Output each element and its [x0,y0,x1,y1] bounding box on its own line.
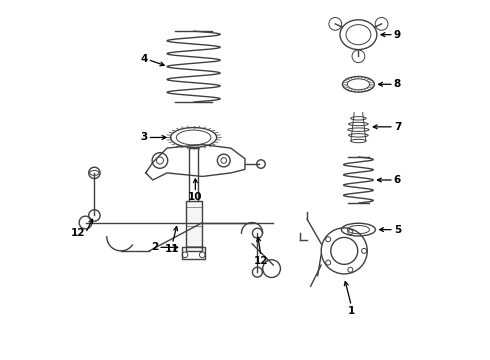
Text: 2: 2 [151,242,158,252]
Text: 3: 3 [140,132,147,143]
Text: 10: 10 [188,192,203,202]
Bar [186,201,201,251]
Text: 6: 6 [394,175,401,185]
Text: 1: 1 [348,306,355,316]
Bar [182,247,205,259]
Text: 7: 7 [394,122,401,132]
Text: 12: 12 [71,228,85,238]
Text: 8: 8 [394,79,401,89]
Text: 4: 4 [140,54,147,64]
Text: 9: 9 [394,30,401,40]
Text: 11: 11 [165,244,180,254]
Text: 5: 5 [394,225,401,235]
Text: 12: 12 [254,256,268,266]
